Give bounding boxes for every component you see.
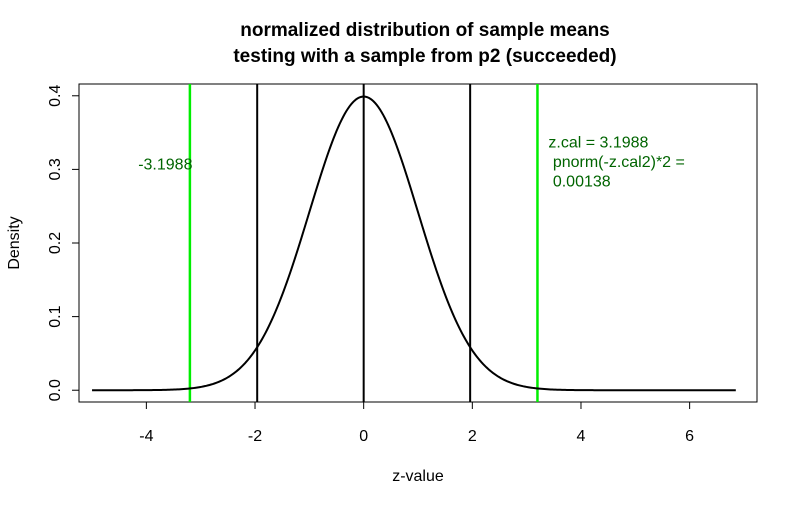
- y-tick-label: 0.0: [47, 379, 64, 401]
- density-curve: [92, 95, 736, 392]
- x-tick-label: 6: [685, 428, 694, 445]
- y-tick-label: 0.2: [47, 232, 64, 254]
- x-tick-label: 4: [577, 428, 586, 445]
- x-tick-label: 0: [359, 428, 368, 445]
- chart-title: normalized distribution of sample means: [240, 20, 610, 41]
- chart-subtitle: testing with a sample from p2 (succeeded…: [233, 46, 616, 67]
- y-tick-label: 0.3: [47, 158, 64, 180]
- x-axis-title: z-value: [392, 468, 444, 485]
- x-axis: -4 -2 0 2 4 6: [139, 401, 694, 445]
- y-axis-title: Density: [6, 216, 23, 269]
- x-tick-label: 2: [468, 428, 477, 445]
- y-axis: 0.0 0.1 0.2 0.3 0.4: [47, 85, 80, 401]
- annotation-line: z.cal = 3.1988: [548, 134, 648, 151]
- x-tick-label: -2: [248, 428, 262, 445]
- plot-frame: [78, 83, 758, 403]
- y-tick-label: 0.1: [47, 305, 64, 327]
- annotations: -3.1988 z.cal = 3.1988 pnorm(-z.cal2)*2 =…: [138, 134, 685, 190]
- annotation-line: -3.1988: [138, 156, 192, 173]
- x-tick-label: -4: [139, 428, 153, 445]
- vertical-lines: [188, 84, 539, 402]
- annotation-left: -3.1988: [138, 156, 192, 173]
- y-tick-label: 0.4: [47, 85, 64, 107]
- annotation-line: 0.00138: [548, 173, 610, 190]
- annotation-line: pnorm(-z.cal2)*2 =: [548, 154, 685, 171]
- annotation-right: z.cal = 3.1988 pnorm(-z.cal2)*2 = 0.0013…: [548, 134, 685, 190]
